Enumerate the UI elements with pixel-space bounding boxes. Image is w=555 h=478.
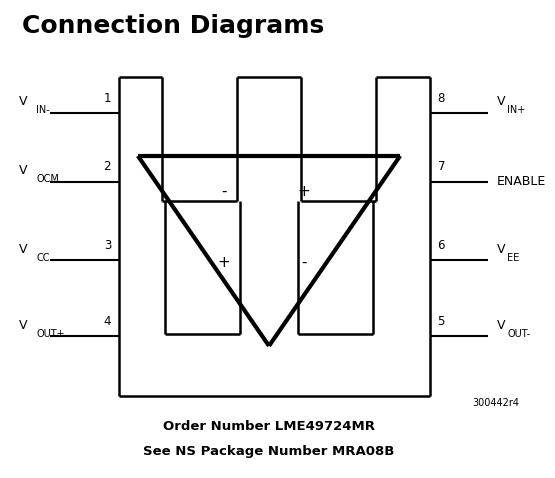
Text: Order Number LME49724MR: Order Number LME49724MR: [163, 420, 375, 433]
Text: V: V: [18, 319, 27, 332]
Text: -: -: [221, 184, 226, 199]
Text: 6: 6: [437, 239, 445, 252]
Text: 1: 1: [104, 91, 111, 105]
Text: V: V: [497, 243, 505, 256]
Text: 8: 8: [437, 91, 445, 105]
Text: V: V: [497, 95, 505, 109]
Text: -: -: [301, 255, 306, 270]
Text: +: +: [297, 184, 310, 199]
Text: OCM: OCM: [36, 174, 59, 185]
Text: V: V: [18, 95, 27, 109]
Text: 4: 4: [104, 315, 111, 328]
Text: 2: 2: [104, 161, 111, 174]
Text: 300442r4: 300442r4: [472, 398, 519, 408]
Text: CC: CC: [36, 253, 50, 263]
Text: Connection Diagrams: Connection Diagrams: [22, 14, 325, 38]
Text: V: V: [497, 319, 505, 332]
Text: See NS Package Number MRA08B: See NS Package Number MRA08B: [143, 445, 395, 458]
Text: IN-: IN-: [36, 106, 50, 116]
Text: +: +: [217, 255, 230, 270]
Text: 5: 5: [437, 315, 445, 328]
Text: V: V: [18, 164, 27, 177]
Text: 3: 3: [104, 239, 111, 252]
Text: IN+: IN+: [507, 106, 526, 116]
Text: EE: EE: [507, 253, 519, 263]
Text: OUT+: OUT+: [36, 329, 65, 339]
Text: ENABLE: ENABLE: [497, 175, 546, 188]
Text: V: V: [18, 243, 27, 256]
Text: OUT-: OUT-: [507, 329, 531, 339]
Text: 7: 7: [437, 161, 445, 174]
